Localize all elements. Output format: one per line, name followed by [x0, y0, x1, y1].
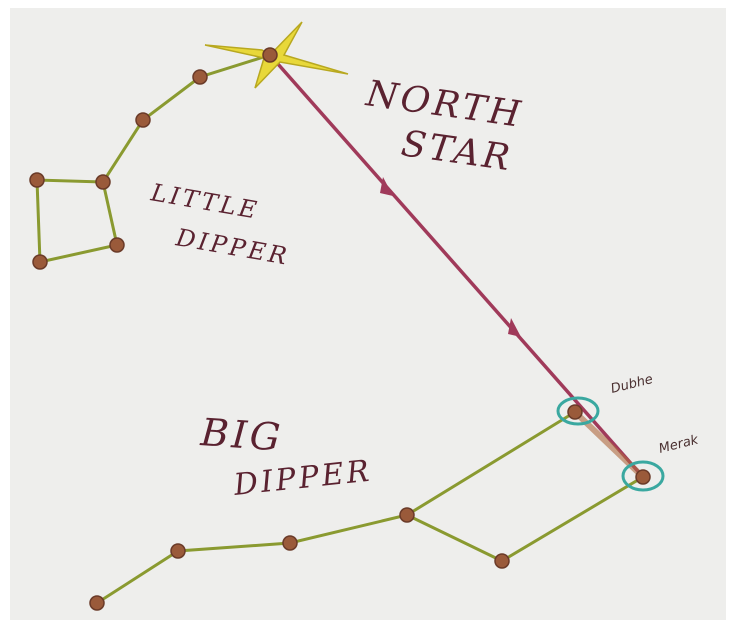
big-dipper-label: BIG [198, 410, 284, 460]
diagram: NORTH STAR LITTLE DIPPER BIG DIPPER Dubh… [0, 0, 734, 628]
star [110, 238, 124, 252]
star [33, 255, 47, 269]
star [171, 544, 185, 558]
star [636, 470, 650, 484]
star [193, 70, 207, 84]
star [90, 596, 104, 610]
star [568, 405, 582, 419]
star [96, 175, 110, 189]
north-star [263, 48, 277, 62]
star [30, 173, 44, 187]
star [400, 508, 414, 522]
star [136, 113, 150, 127]
star [495, 554, 509, 568]
star [283, 536, 297, 550]
